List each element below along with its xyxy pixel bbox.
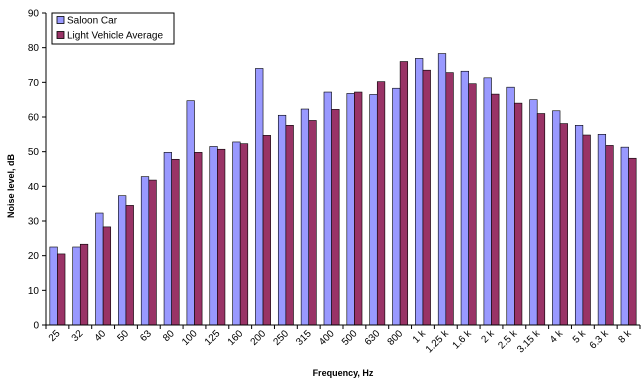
bar-saloon-car-5k [574,125,584,326]
x-tick-label: 6.3 k [588,328,612,352]
bar-light-vehicle-average-3.15k [536,113,546,326]
x-tick-label: 315 [294,328,314,348]
bar-saloon-car-80 [163,152,172,326]
y-tick-label: 0 [33,321,39,332]
y-tick-label: 80 [28,43,40,54]
x-tick-label: 100 [180,328,200,348]
x-tick-label: 200 [249,328,269,348]
x-tick-label: 1.25 k [424,328,452,356]
x-tick-label: 25 [47,328,63,344]
bar-saloon-car-25 [49,246,58,326]
bar-saloon-car-160 [232,141,241,326]
x-tick-label: 1 k [411,328,429,346]
bar-light-vehicle-average-500 [354,91,363,326]
bar-saloon-car-315 [300,108,310,326]
y-tick-label: 90 [28,9,40,20]
bar-light-vehicle-average-2.5k [514,102,523,326]
bar-light-vehicle-average-250 [285,125,294,326]
x-tick-label: 800 [386,328,406,348]
bar-saloon-car-32 [72,246,81,326]
legend-label-light-vehicle-average: Light Vehicle Average [67,31,163,42]
bar-light-vehicle-average-6.3k [605,145,614,326]
x-tick-label: 8 k [616,328,634,346]
bar-saloon-car-200 [255,68,264,326]
x-tick-label: 250 [271,328,291,348]
legend-label-saloon-car: Saloon Car [67,16,118,27]
bar-light-vehicle-average-50 [125,205,134,326]
bar-light-vehicle-average-100 [194,152,203,326]
x-axis-title: Frequency, Hz [313,368,374,378]
bar-light-vehicle-average-5k [582,134,591,326]
bar-light-vehicle-average-160 [239,143,249,326]
legend: Saloon Car Light Vehicle Average [51,12,175,45]
bar-light-vehicle-average-80 [171,158,180,326]
bar-saloon-car-1.25k [437,53,447,326]
bar-light-vehicle-average-4k [559,123,568,326]
x-tick-label: 80 [161,328,177,344]
x-tick-label: 630 [363,328,383,348]
y-tick-label: 60 [28,113,40,124]
bar-saloon-car-800 [392,87,401,326]
y-tick-label: 20 [28,251,40,262]
x-tick-label: 3.15 k [515,328,543,356]
bar-light-vehicle-average-40 [102,226,112,326]
bar-light-vehicle-average-32 [79,243,89,326]
bar-saloon-car-4k [552,110,561,326]
y-tick-label: 40 [28,182,40,193]
bar-light-vehicle-average-2k [491,93,500,326]
x-tick-label: 500 [340,328,360,348]
x-tick-label: 63 [138,328,154,344]
x-tick-label: 5 k [571,328,589,346]
x-tick-label: 125 [203,328,223,348]
bar-saloon-car-3.15k [529,99,538,326]
x-tick-label: 160 [226,328,246,348]
x-tick-label: 1.6 k [451,328,475,352]
bar-light-vehicle-average-1.25k [445,72,454,326]
bar-saloon-car-630 [369,94,378,326]
x-tick-label: 4 k [548,328,566,346]
bar-saloon-car-1k [415,58,424,326]
x-tick-label: 40 [93,328,109,344]
legend-swatch-saloon-car [56,16,65,24]
legend-box [51,12,175,45]
bar-saloon-car-1.6k [460,70,469,326]
bar-saloon-car-50 [118,195,127,326]
axes [42,12,641,329]
y-tick-label: 30 [28,217,40,228]
bar-light-vehicle-average-200 [262,135,271,326]
y-tick-label: 50 [28,147,40,158]
x-tick-label: 32 [70,328,86,344]
bar-saloon-car-400 [323,91,332,326]
bar-saloon-car-125 [209,146,218,326]
bar-light-vehicle-average-800 [399,61,409,326]
y-tick-label: 10 [28,286,40,297]
x-tick-label: 50 [115,328,131,344]
y-tick-label: 70 [28,78,40,89]
bar-saloon-car-500 [346,93,355,326]
bar-saloon-car-6.3k [597,134,607,326]
x-tick-label: 400 [317,328,337,348]
bar-light-vehicle-average-8k [628,157,637,326]
bar-saloon-car-2k [483,77,492,326]
bar-light-vehicle-average-125 [217,148,226,326]
plot-area [49,53,637,326]
bar-light-vehicle-average-400 [331,109,340,326]
bar-saloon-car-8k [620,146,629,326]
bar-light-vehicle-average-63 [148,179,157,326]
bar-saloon-car-100 [186,100,195,326]
y-axis-title: Noise level, dB [6,153,16,218]
bar-light-vehicle-average-630 [376,81,386,326]
bar-light-vehicle-average-315 [308,120,317,326]
bar-saloon-car-2.5k [506,86,515,326]
bar-light-vehicle-average-1k [422,69,431,326]
bar-light-vehicle-average-25 [57,253,66,326]
x-tick-label: 2 k [479,328,497,346]
bar-saloon-car-250 [277,114,287,326]
bar-saloon-car-63 [140,176,150,326]
legend-swatch-light-vehicle-average [56,31,65,39]
bar-light-vehicle-average-1.6k [468,83,477,326]
bar-saloon-car-40 [95,212,104,326]
